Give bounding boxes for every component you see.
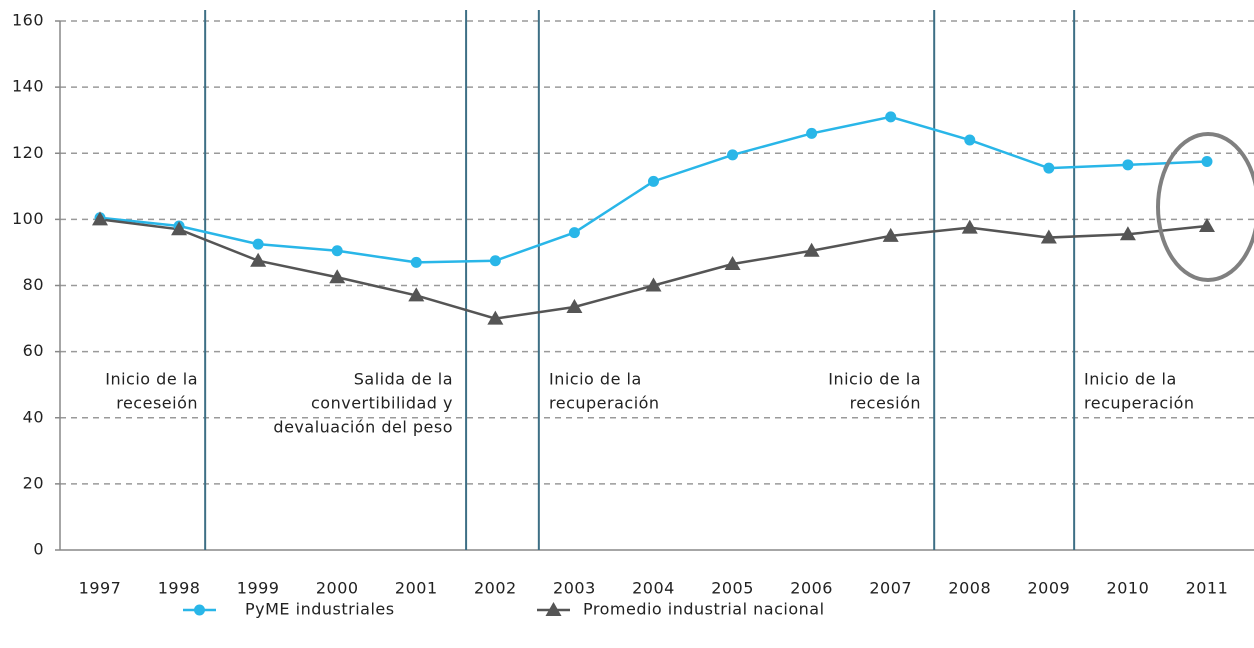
point — [250, 252, 267, 267]
x-tick-label: 2009 — [1027, 579, 1070, 598]
annotation: Inicio de la — [549, 370, 642, 389]
series-line — [99, 218, 1208, 320]
point — [194, 604, 205, 616]
x-tick-label: 2003 — [553, 579, 596, 598]
x-tick-label: 2001 — [395, 579, 438, 598]
point — [1043, 162, 1055, 174]
highlight-ellipse — [1156, 132, 1254, 282]
y-tick-label: 140 — [12, 77, 44, 96]
point — [964, 134, 976, 146]
x-tick-label: 1998 — [158, 579, 201, 598]
legend-label: PyME industriales — [245, 600, 395, 619]
y-tick-label: 100 — [12, 209, 44, 228]
x-tick-label: 2008 — [948, 579, 991, 598]
x-tick-label: 2000 — [316, 579, 359, 598]
y-tick-label: 160 — [12, 11, 44, 30]
annotation: convertibilidad y — [311, 394, 453, 413]
point — [1201, 156, 1213, 168]
point — [727, 149, 739, 161]
point — [645, 277, 662, 292]
point — [806, 127, 818, 139]
point — [171, 221, 188, 236]
annotation: recuperación — [549, 394, 660, 413]
annotation: recesión — [850, 394, 921, 413]
annotation: recuperación — [1084, 394, 1195, 413]
point — [1040, 229, 1057, 244]
point — [882, 227, 899, 242]
x-tick-label: 2006 — [790, 579, 833, 598]
annotation: Inicio de la — [105, 370, 198, 389]
point — [331, 245, 343, 257]
y-tick-label: 20 — [23, 473, 44, 492]
y-tick-label: 120 — [12, 143, 44, 162]
point — [329, 269, 346, 284]
point — [408, 287, 425, 302]
point — [724, 256, 741, 271]
point — [568, 227, 580, 239]
x-tick-label: 1997 — [79, 579, 122, 598]
annotation: receseión — [116, 394, 198, 413]
x-tick-label: 2010 — [1107, 579, 1150, 598]
y-tick-label: 0 — [33, 540, 44, 559]
x-tick-label: 1999 — [237, 579, 280, 598]
point — [1122, 159, 1134, 171]
x-tick-label: 2004 — [632, 579, 675, 598]
x-tick-label: 2007 — [869, 579, 912, 598]
point — [885, 111, 897, 123]
x-tick-label: 2005 — [711, 579, 754, 598]
point — [92, 211, 108, 226]
point — [1198, 217, 1215, 232]
x-tick-label: 2011 — [1186, 579, 1229, 598]
annotation: Salida de la — [354, 370, 453, 389]
annotation: Inicio de la — [828, 370, 921, 389]
point — [410, 256, 422, 268]
point — [1119, 226, 1136, 241]
point — [545, 602, 562, 616]
annotation: devaluación del peso — [273, 418, 453, 437]
point — [252, 238, 264, 250]
point — [487, 310, 504, 325]
y-tick-label: 80 — [23, 275, 44, 294]
legend-label: Promedio industrial nacional — [583, 600, 825, 619]
annotation: Inicio de la — [1084, 370, 1177, 389]
point — [566, 298, 583, 313]
y-tick-label: 60 — [23, 341, 44, 360]
series-line — [99, 115, 1208, 264]
point — [647, 175, 659, 187]
y-tick-label: 40 — [23, 407, 44, 426]
point — [961, 219, 978, 234]
point — [489, 255, 501, 267]
x-tick-label: 2002 — [474, 579, 517, 598]
point — [803, 242, 820, 257]
